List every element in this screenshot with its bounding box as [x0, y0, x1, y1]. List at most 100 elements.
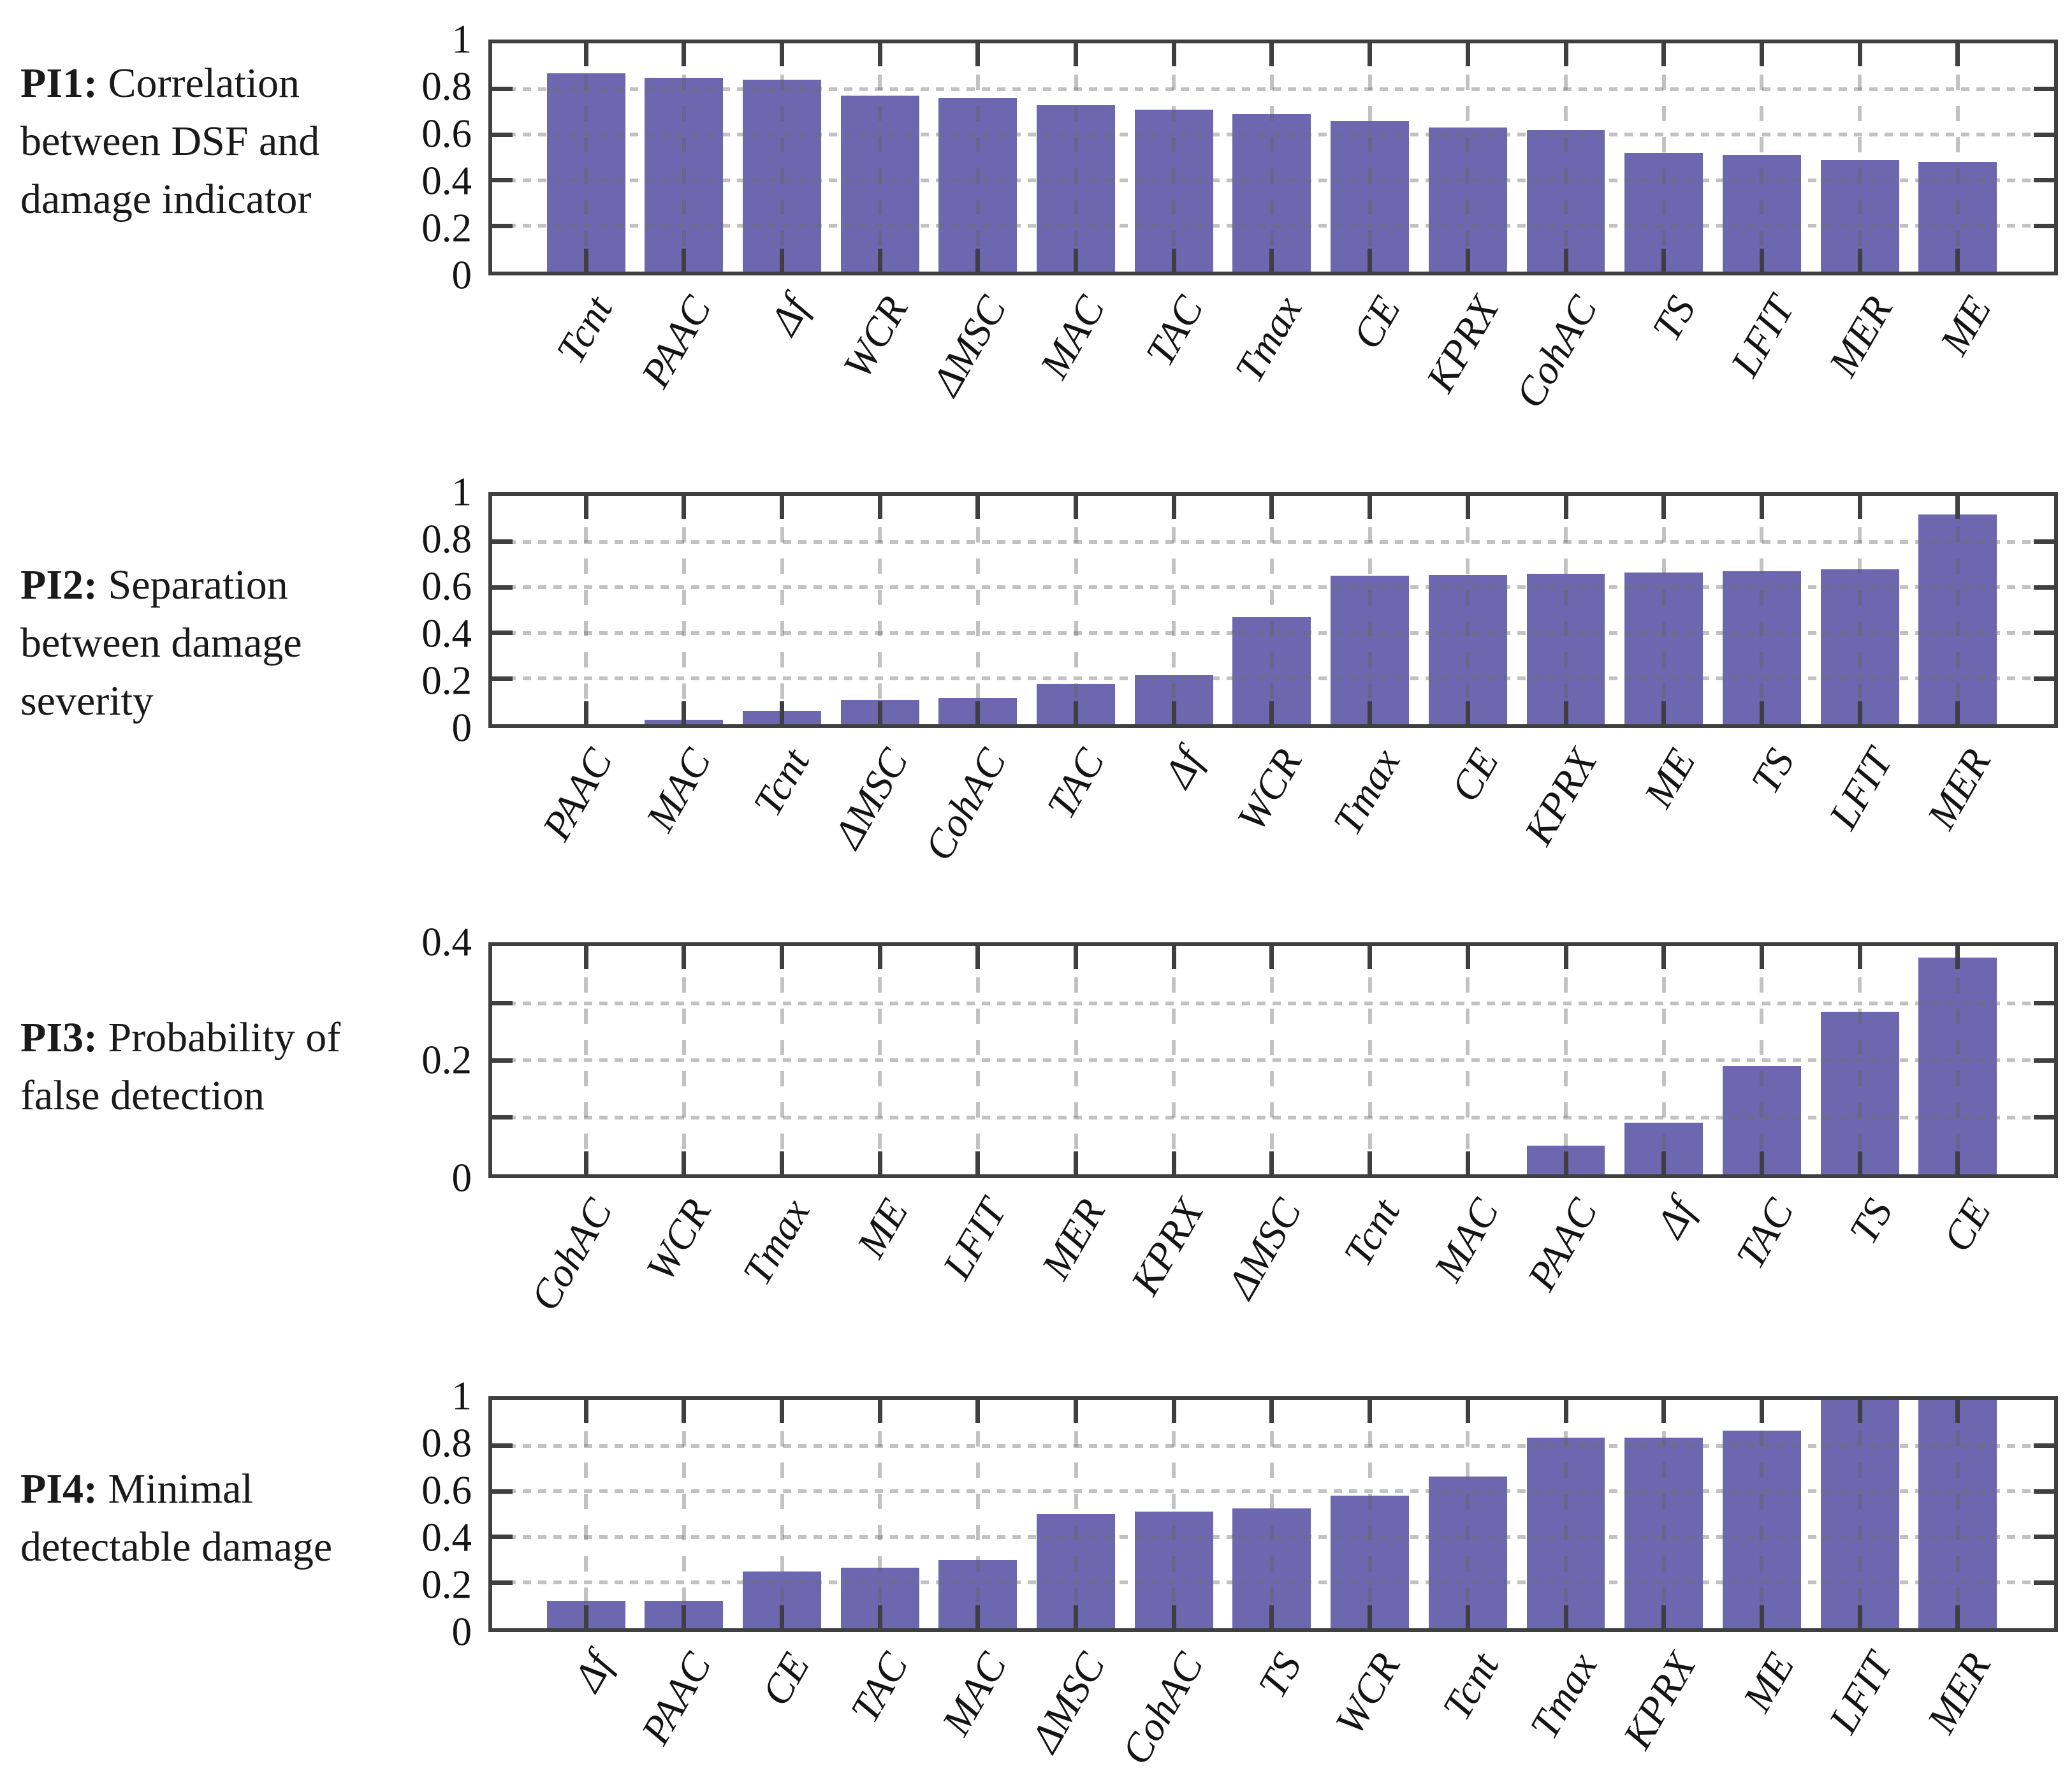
bar-Tmax [1526, 1438, 1605, 1628]
bar-ME [1722, 1431, 1801, 1628]
x-tick-bottom [975, 701, 981, 724]
x-tick-label-KPRX: KPRX [1515, 741, 1606, 852]
panel-pi1-caption: PI1: Correlation between DSF and damage … [20, 54, 387, 228]
x-tick-bottom [1759, 1151, 1764, 1174]
plot-box-pi1 [488, 40, 2058, 275]
x-tick-label-LFIT: LFIT [1820, 741, 1901, 836]
x-tick-top [1857, 43, 1862, 66]
gridline-vertical [1172, 43, 1176, 272]
x-tick-bottom [1857, 1605, 1862, 1628]
x-tick-label-MAC: MAC [1425, 1191, 1508, 1288]
bar-TS [1722, 571, 1801, 724]
y-tick-left [492, 1058, 513, 1063]
x-tick-top [1171, 496, 1176, 519]
y-tick-left [492, 585, 513, 590]
x-tick-top [1955, 496, 1960, 519]
bar-MER [1918, 1400, 1997, 1628]
gridline-vertical [975, 946, 980, 1174]
x-tick-bottom [1171, 249, 1176, 272]
x-tick-top [1661, 1400, 1667, 1423]
gridline-horizontal [492, 133, 2054, 137]
x-tick-top [975, 946, 981, 969]
y-tick-label: 0.6 [421, 1468, 472, 1513]
bar-CE [1331, 120, 1410, 272]
x-tick-label-LFIT: LFIT [1820, 1645, 1901, 1740]
gridline-vertical [975, 1400, 980, 1628]
y-tick-right [2034, 1058, 2054, 1063]
gridline-horizontal [492, 539, 2054, 544]
bar-CE [1428, 574, 1507, 724]
x-tick-bottom [1465, 1605, 1470, 1628]
x-tick-bottom [682, 1605, 687, 1628]
x-tick-top [1269, 1400, 1274, 1423]
x-tick-top [1465, 496, 1470, 519]
gridline-vertical [1466, 946, 1470, 1174]
y-tick-left [492, 1489, 513, 1494]
gridline-vertical [1858, 1400, 1862, 1628]
gridline-vertical [1564, 1400, 1568, 1628]
x-tick-bottom [780, 1151, 785, 1174]
x-tick-bottom [1955, 249, 1960, 272]
x-tick-bottom [877, 1151, 882, 1174]
gridline-vertical [1269, 946, 1274, 1174]
x-tick-bottom [1171, 1605, 1176, 1628]
gridline-horizontal [492, 631, 2054, 635]
gridline-horizontal [492, 1443, 2054, 1448]
panel-pi3: PI3: Probability of false detection 0 0.2… [0, 893, 2072, 1339]
y-tick-left [492, 1580, 513, 1585]
plot-area-pi4: 0 0.2 0.4 0.6 0.8 1 Δf PAAC CE TAC MAC ΔMSC CohAC TS W… [421, 1374, 2058, 1772]
bar-CE [1918, 957, 1997, 1174]
gridline-vertical [1661, 496, 1666, 724]
bar-Tcnt [1428, 1476, 1507, 1628]
y-tick-left [492, 676, 513, 681]
x-tick-bottom [1857, 1151, 1862, 1174]
x-tick-top [1074, 1400, 1079, 1423]
gridline-vertical [780, 946, 784, 1174]
x-tick-label-ME: ME [847, 1191, 917, 1265]
x-tick-label-KPRX: KPRX [1614, 1645, 1705, 1756]
x-tick-top [877, 1400, 882, 1423]
x-tick-top [682, 43, 687, 66]
bar-LFIT [1820, 569, 1899, 724]
x-tick-label-PAAC: PAAC [632, 288, 720, 395]
gridline-horizontal [492, 585, 2054, 590]
y-tick-label: 1 [451, 1373, 472, 1419]
x-tick-label-WCR: WCR [637, 1191, 720, 1288]
panel-pi1-caption-text: Correlation between DSF and damage indic… [20, 60, 320, 222]
plot-area-pi1: 0 0.2 0.4 0.6 0.8 1 Tcnt PAAC Δf WCR ΔMSC MAC TAC Tma… [421, 17, 2058, 415]
x-tick-label-WCR: WCR [1326, 1645, 1409, 1742]
gridline-vertical [1564, 496, 1568, 724]
gridline-horizontal [492, 1058, 2054, 1062]
x-tick-bottom [682, 701, 687, 724]
x-tick-top [1368, 43, 1373, 66]
y-tick-label: 0 [451, 1609, 472, 1654]
y-tick-right [2034, 178, 2054, 183]
x-tick-bottom [1171, 701, 1176, 724]
x-tick-label-MER: MER [1820, 288, 1901, 384]
x-tick-top [1171, 1400, 1176, 1423]
gridline-vertical [1661, 43, 1666, 272]
y-tick-right [2034, 223, 2054, 228]
x-tick-label-ΔMSC: ΔMSC [1218, 1191, 1311, 1306]
x-tick-bottom [682, 1151, 687, 1174]
gridline-vertical [1955, 1400, 1960, 1628]
gridline-vertical [1074, 496, 1078, 724]
x-tick-bottom [877, 249, 882, 272]
gridline-vertical [975, 43, 980, 272]
x-tick-bottom [1955, 1151, 1960, 1174]
gridline-vertical [1466, 1400, 1470, 1628]
plot-box-pi4 [488, 1396, 2058, 1632]
panel-pi2-caption-text: Separation between damage severity [20, 562, 302, 724]
x-tick-top [877, 496, 882, 519]
gridline-vertical [1661, 946, 1666, 1174]
y-tick-label: 0.8 [421, 1420, 472, 1466]
x-tick-bottom [1759, 249, 1764, 272]
x-tick-top [780, 1400, 785, 1423]
x-tick-label-MAC: MAC [932, 1645, 1016, 1742]
gridline-horizontal [492, 178, 2054, 182]
x-tick-bottom [1759, 701, 1764, 724]
panel-pi3-caption: PI3: Probability of false detection [20, 1009, 387, 1125]
gridline-vertical [584, 496, 588, 724]
gridline-vertical [1858, 43, 1862, 272]
